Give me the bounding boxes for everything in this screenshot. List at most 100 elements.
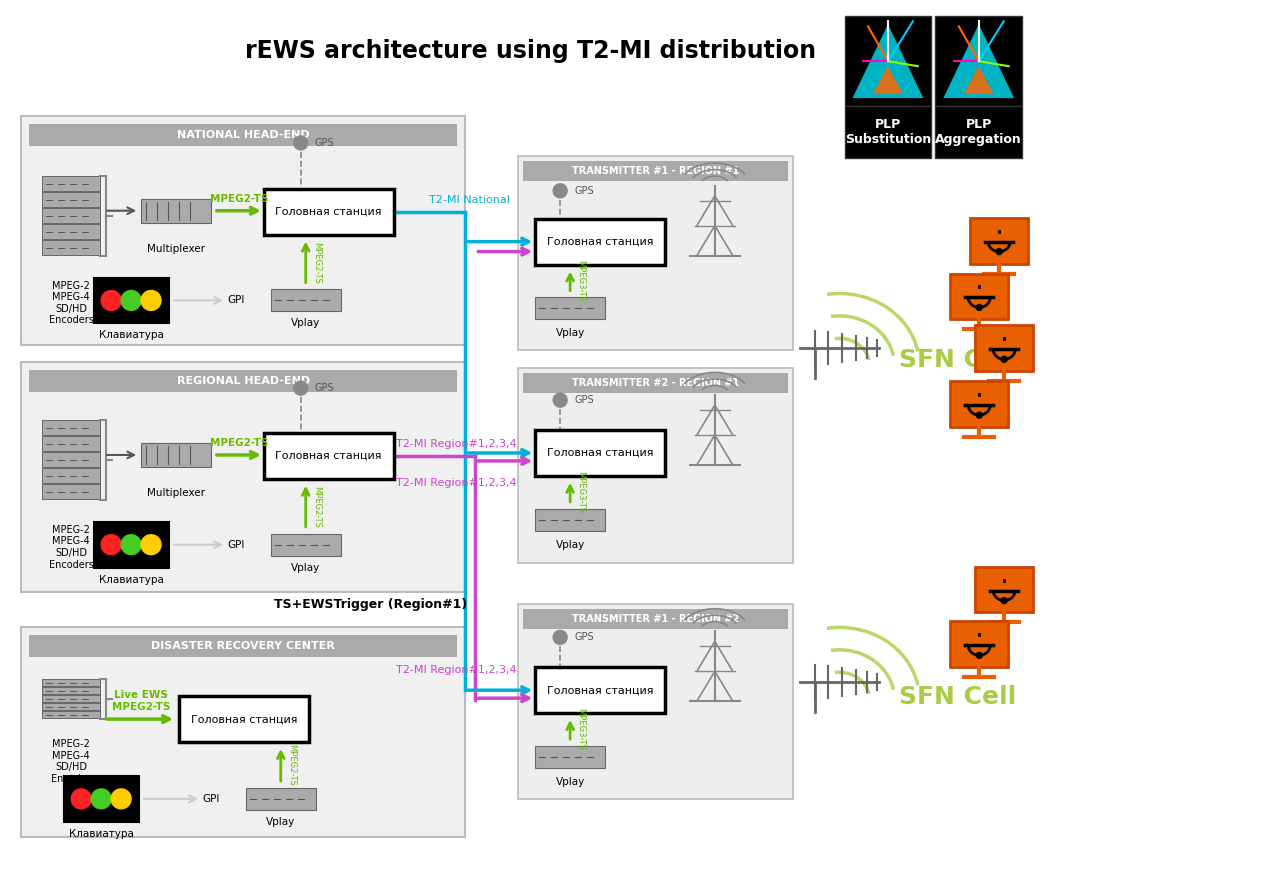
Circle shape	[71, 788, 91, 809]
Bar	[976, 325, 1034, 371]
Text: Vplay: Vplay	[292, 318, 321, 329]
Text: Клавиатура: Клавиатура	[98, 574, 164, 585]
Text: DISASTER RECOVERY CENTER: DISASTER RECOVERY CENTER	[151, 641, 336, 651]
Bar	[29, 370, 457, 392]
Circle shape	[111, 788, 131, 809]
Circle shape	[977, 412, 982, 418]
Text: Головная станция: Головная станция	[191, 714, 297, 724]
Bar	[43, 484, 100, 499]
Bar	[93, 278, 169, 323]
Text: Multiplexer: Multiplexer	[146, 488, 204, 498]
Bar	[21, 627, 466, 837]
Bar	[64, 776, 139, 822]
Circle shape	[121, 291, 141, 310]
Text: MPEG3-TS: MPEG3-TS	[577, 708, 586, 750]
Bar	[264, 433, 394, 479]
Text: GPI: GPI	[227, 540, 245, 550]
Text: Клавиатура: Клавиатура	[68, 829, 134, 839]
Text: T2-MI National: T2-MI National	[429, 195, 510, 204]
Bar	[43, 687, 100, 694]
Text: MPEG2-TS: MPEG2-TS	[209, 438, 268, 448]
Text: Vplay: Vplay	[292, 563, 321, 573]
Bar	[524, 374, 787, 393]
Bar	[271, 290, 341, 311]
Bar	[970, 218, 1029, 263]
Bar	[43, 711, 100, 718]
Bar	[535, 218, 665, 264]
Text: rEWS architecture using T2-MI distribution: rEWS architecture using T2-MI distributi…	[245, 40, 815, 63]
Text: Головная станция: Головная станция	[275, 207, 382, 217]
Bar	[976, 566, 1034, 612]
Circle shape	[977, 305, 982, 310]
Bar	[935, 106, 1022, 158]
Text: SFN Cell: SFN Cell	[900, 348, 1017, 373]
Circle shape	[294, 136, 308, 150]
Circle shape	[91, 788, 111, 809]
Circle shape	[101, 535, 121, 555]
Text: PLP
Substitution: PLP Substitution	[844, 118, 931, 146]
Bar	[43, 224, 100, 239]
Circle shape	[101, 291, 121, 310]
Bar	[43, 703, 100, 710]
Circle shape	[294, 381, 308, 396]
Bar	[519, 604, 793, 799]
Bar	[43, 468, 100, 483]
Bar	[950, 621, 1008, 667]
Circle shape	[1001, 356, 1007, 362]
Text: GPI: GPI	[202, 794, 220, 803]
Text: GPI: GPI	[227, 295, 245, 306]
Text: MPEG2-TS: MPEG2-TS	[312, 241, 322, 284]
Circle shape	[1001, 597, 1007, 603]
Text: Головная станция: Головная станция	[546, 448, 654, 458]
Bar	[141, 443, 211, 467]
Bar	[43, 208, 100, 223]
Text: TS+EWSTrigger (Region#1): TS+EWSTrigger (Region#1)	[274, 598, 467, 611]
Text: MPEG-2
MPEG-4
SD/HD
Encoders: MPEG-2 MPEG-4 SD/HD Encoders	[49, 280, 93, 325]
Text: MPEG2-TS: MPEG2-TS	[209, 194, 268, 204]
Bar	[43, 192, 100, 207]
Bar	[179, 696, 309, 742]
Bar	[43, 176, 100, 191]
Bar	[519, 156, 793, 351]
Bar	[43, 679, 100, 686]
Bar	[43, 240, 100, 255]
Text: GPS: GPS	[574, 186, 593, 196]
Text: MPEG3-TS: MPEG3-TS	[577, 260, 586, 301]
Text: REGIONAL HEAD-END: REGIONAL HEAD-END	[177, 376, 310, 386]
Text: MPEG2-TS: MPEG2-TS	[312, 485, 322, 528]
Text: Клавиатура: Клавиатура	[98, 330, 164, 340]
Bar	[271, 534, 341, 556]
Circle shape	[553, 184, 567, 197]
Circle shape	[121, 535, 141, 555]
Text: GPS: GPS	[314, 138, 334, 148]
Text: Головная станция: Головная станция	[546, 685, 654, 695]
Text: GPS: GPS	[574, 633, 593, 642]
Bar	[21, 362, 466, 591]
Text: T2-MI Region#1,2,3,4: T2-MI Region#1,2,3,4	[395, 665, 516, 675]
Polygon shape	[873, 66, 902, 94]
Circle shape	[141, 291, 162, 310]
Bar	[535, 298, 604, 320]
Bar	[29, 124, 457, 146]
Bar	[43, 420, 100, 435]
Bar	[264, 189, 394, 234]
Text: MPEG-2
MPEG-4
SD/HD
Encoders: MPEG-2 MPEG-4 SD/HD Encoders	[49, 525, 93, 569]
Circle shape	[553, 393, 567, 407]
Text: MPEG3-TS: MPEG3-TS	[577, 470, 586, 513]
Text: Vplay: Vplay	[555, 540, 584, 550]
Bar	[535, 667, 665, 713]
Bar	[519, 368, 793, 563]
Text: TRANSMITTER #1 - REGION #2: TRANSMITTER #1 - REGION #2	[572, 614, 740, 625]
Bar	[844, 106, 931, 158]
Bar	[950, 381, 1008, 427]
Text: SFN Cell: SFN Cell	[900, 685, 1017, 709]
Circle shape	[996, 248, 1002, 255]
Bar	[950, 273, 1008, 320]
Text: GPS: GPS	[574, 395, 593, 405]
Polygon shape	[853, 25, 924, 98]
Bar	[141, 199, 211, 223]
Text: PLP
Aggregation: PLP Aggregation	[935, 118, 1022, 146]
Bar	[535, 746, 604, 768]
Circle shape	[977, 652, 982, 658]
Text: T2-MI Region#1,2,3,4: T2-MI Region#1,2,3,4	[395, 439, 516, 449]
